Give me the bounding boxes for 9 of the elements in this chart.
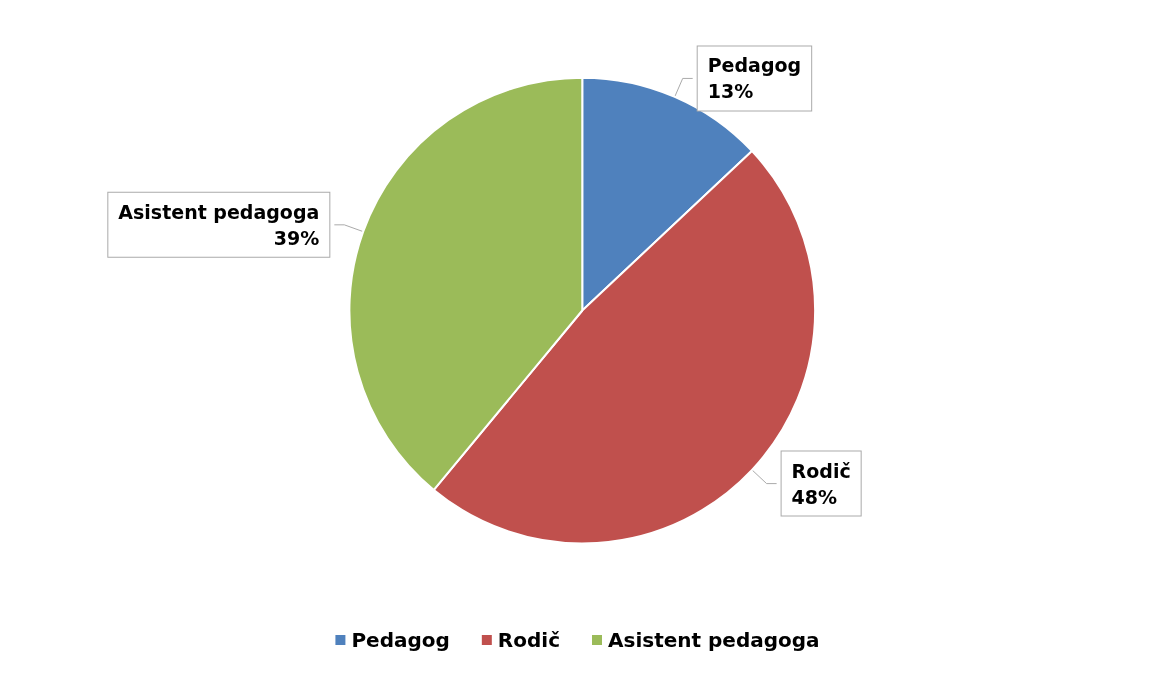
slice-label: Pedagog [707, 54, 802, 77]
data-label: 13% [707, 80, 754, 103]
slice-label: Rodič [791, 459, 851, 482]
data-label: 48% [791, 485, 838, 508]
legend-label: Pedagog [351, 628, 450, 652]
data-label: 39% [273, 226, 320, 249]
legend-label: Rodič [497, 628, 560, 652]
legend-label: Asistent pedagoga [607, 628, 820, 652]
slice-label: Asistent pedagoga [118, 200, 320, 223]
